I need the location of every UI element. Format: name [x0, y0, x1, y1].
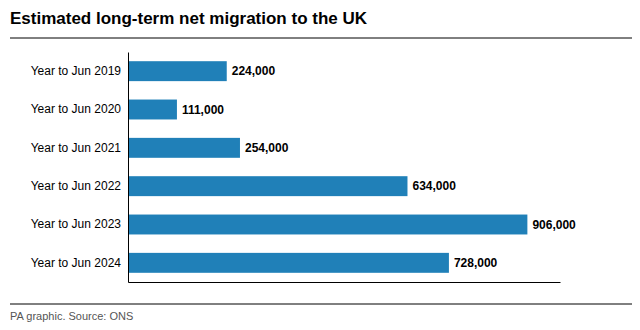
bar: [128, 61, 227, 81]
data-label: 728,000: [454, 256, 498, 270]
x-axis-line: [129, 282, 561, 283]
x-axis: [129, 282, 561, 283]
y-axis-line: [128, 53, 129, 283]
data-label: 111,000: [182, 103, 224, 117]
y-tick-label: Year to Jun 2022: [31, 179, 122, 193]
y-tick: Year to Jun 2022: [31, 179, 122, 193]
source-note: PA graphic. Source: ONS: [10, 310, 133, 322]
title: Estimated long-term net migration to the…: [10, 9, 368, 28]
bars: [128, 61, 527, 273]
y-tick: Year to Jun 2020: [31, 102, 122, 116]
y-axis: Year to Jun 2019 Year to Jun 2020 Year to …: [31, 53, 129, 283]
y-tick-label: Year to Jun 2019: [31, 64, 122, 78]
y-tick: Year to Jun 2024: [31, 256, 122, 270]
data-label: 254,000: [245, 141, 289, 155]
bar: [128, 100, 177, 120]
data-label: 634,000: [412, 179, 456, 193]
bar: [128, 138, 240, 158]
y-tick-label: Year to Jun 2021: [31, 141, 122, 155]
y-tick: Year to Jun 2023: [31, 217, 122, 231]
bar: [128, 215, 527, 235]
y-tick-label: Year to Jun 2023: [31, 217, 122, 231]
plot: 224,000 111,000 254,000 634,000 906,000 728,0…: [31, 53, 576, 283]
y-tick: Year to Jun 2019: [31, 64, 122, 78]
data-label: 224,000: [232, 64, 276, 78]
y-tick: Year to Jun 2021: [31, 141, 122, 155]
annotations: PA graphic. Source: ONS: [10, 310, 133, 322]
y-tick-label: Year to Jun 2024: [31, 256, 122, 270]
chart: Estimated long-term net migration to the…: [0, 0, 640, 330]
bar: [128, 176, 407, 196]
data-labels: 224,000 111,000 254,000 634,000 906,000 728,0…: [182, 64, 576, 270]
y-tick-label: Year to Jun 2020: [31, 102, 122, 116]
data-label: 906,000: [532, 218, 576, 232]
source-rule: [10, 304, 632, 305]
bar: [128, 253, 449, 273]
title-rule: [10, 38, 632, 39]
